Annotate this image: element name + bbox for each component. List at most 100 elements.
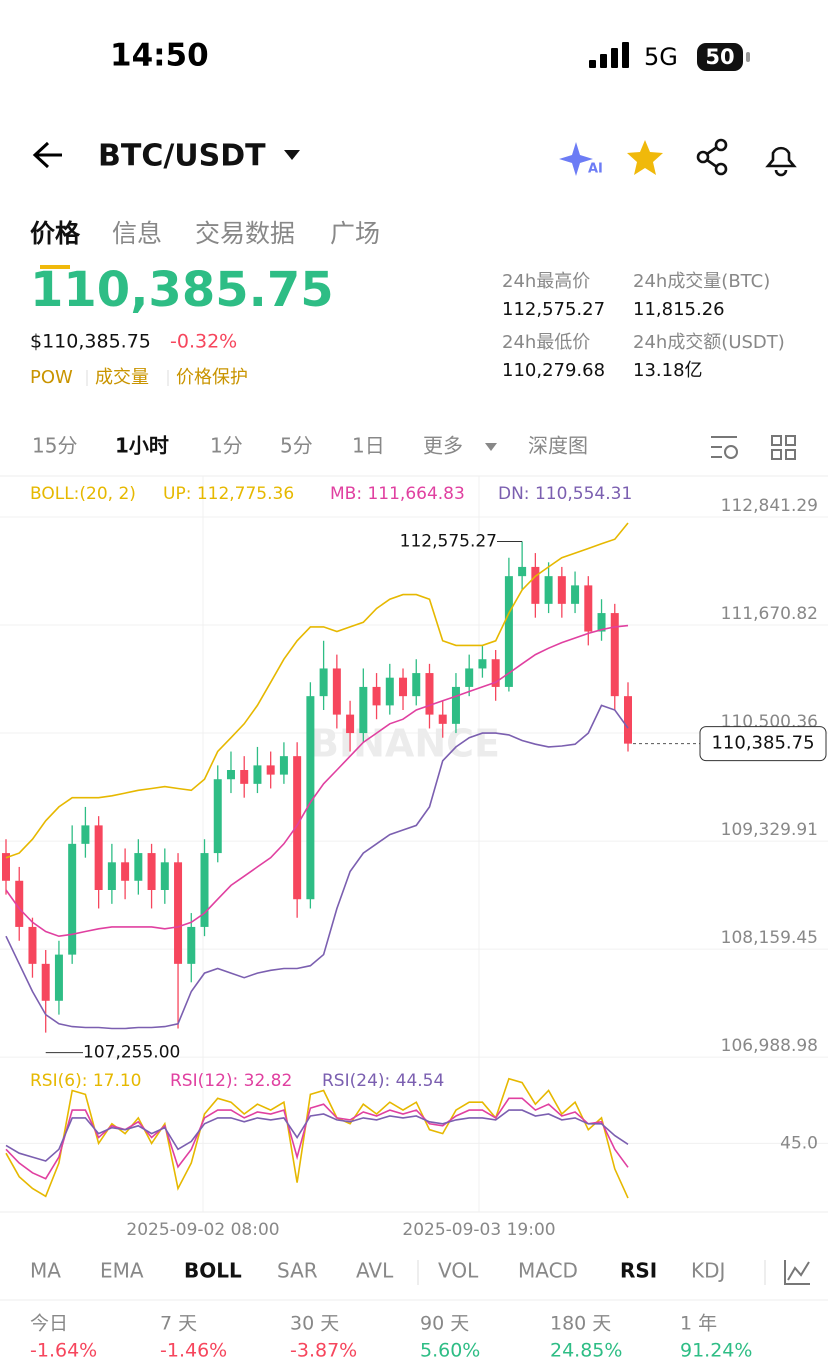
period-change: -1.64% [30,1340,97,1362]
tag[interactable]: POW [30,367,73,388]
chart-style-icon[interactable] [784,1260,810,1285]
candle-body [266,765,275,775]
candle [200,839,209,937]
candle [504,557,513,692]
candle [597,599,606,641]
indicator-tab[interactable]: EMA [100,1259,144,1283]
indicator-tab[interactable]: RSI [620,1259,657,1283]
favorite-star[interactable] [627,140,663,175]
tab-bar: 价格 信息 交易数据 广场 [30,219,380,248]
tab[interactable]: 广场 [330,219,380,248]
candle [174,853,183,1029]
candle-body [174,862,183,964]
tag[interactable]: 成交量 [95,367,149,388]
indicator-settings-icon[interactable] [711,436,738,459]
indicator-tab[interactable]: AVL [356,1259,394,1283]
candle-body [68,843,77,955]
candle-body [15,880,24,927]
candle [610,603,619,710]
candle [557,566,566,618]
candle [187,913,196,983]
candle-body [94,825,103,890]
usd-price: $110,385.75 [30,331,151,353]
interval[interactable]: 5分 [280,434,313,458]
boll-legend: BOLL:(20, 2) UP: 112,775.36 MB: 111,664.83… [30,484,632,1091]
candle-body [147,853,156,890]
rsi-legend-entry: RSI(24): 44.54 [322,1071,444,1091]
period-change: -3.87% [290,1340,357,1362]
tab[interactable]: 信息 [112,219,162,248]
interval[interactable]: 1小时 [115,434,169,458]
alert-icon[interactable] [765,146,797,177]
candle [134,839,143,895]
candle [28,917,37,978]
candle [518,541,527,590]
interval[interactable]: 更多 [423,434,463,458]
candle [81,806,90,858]
interval[interactable]: 深度图 [528,434,588,458]
clock: 14:50 [110,38,209,74]
candle [121,848,130,900]
stat-value: 11,815.26 [633,299,725,320]
tab[interactable]: 价格 [30,219,81,248]
indicator-tab[interactable]: KDJ [691,1259,725,1283]
indicator-tabs: MA EMA BOLL SAR AVL VOL MACD RSI KDJ [30,1259,766,1285]
candle-body [332,668,341,715]
candle [293,742,302,918]
candle [332,654,341,729]
candle [306,682,315,909]
y-tick-label: 108,159.45 [721,928,818,948]
candle-body [319,668,328,697]
layout-icon[interactable] [771,435,796,460]
candle-body [41,963,50,1001]
back-button[interactable] [32,141,62,169]
stat-value: 112,575.27 [502,299,605,320]
candle-body [624,696,632,744]
candle-body [438,714,447,724]
indicator-tab[interactable]: MA [30,1259,61,1283]
candle-body [571,585,580,604]
interval[interactable]: 1分 [210,434,243,458]
candle [571,571,580,614]
stat-label: 24h成交量(BTC) [633,271,770,292]
candle [399,668,408,710]
candle-body [28,926,37,964]
battery-level: 50 [705,45,734,69]
candle-body [81,825,90,844]
more-dropdown[interactable] [485,443,497,451]
candle [15,866,24,941]
candle-body [412,673,421,697]
tag[interactable]: 价格保护 [176,367,248,388]
interval[interactable]: 1日 [352,434,385,458]
candle [147,843,156,909]
pair-title[interactable]: BTC/USDT [98,139,266,174]
battery-cap [746,52,750,62]
ai-icon[interactable] [559,142,593,176]
tab[interactable]: 交易数据 [195,219,295,248]
indicator-tab[interactable]: VOL [438,1259,479,1283]
candle-body [346,714,355,734]
tab-indicator [40,265,70,269]
share-icon[interactable] [696,138,728,176]
rsi-tick-label: 45.0 [780,1133,818,1153]
candle [107,843,116,904]
candle [41,950,50,1033]
indicator-tab[interactable]: BOLL [184,1259,242,1283]
candle [359,668,368,743]
candle [213,765,222,863]
rsi-line [5,1109,629,1162]
period: 180 天 [550,1313,611,1335]
legend-entry: DN: 110,554.31 [498,484,632,504]
candle-body [518,566,527,577]
battery [697,43,743,71]
candle-body [544,576,553,604]
indicator-tab[interactable]: SAR [277,1259,318,1283]
y-tick-label: 109,329.91 [721,820,818,840]
grid: 112,841.29111,670.82110,500.36109,329.91… [0,476,828,1240]
pair-dropdown[interactable] [284,150,300,160]
period: 90 天 [420,1313,469,1335]
indicator-tab[interactable]: MACD [518,1259,578,1283]
interval[interactable]: 15分 [32,434,77,458]
candle [465,654,474,697]
